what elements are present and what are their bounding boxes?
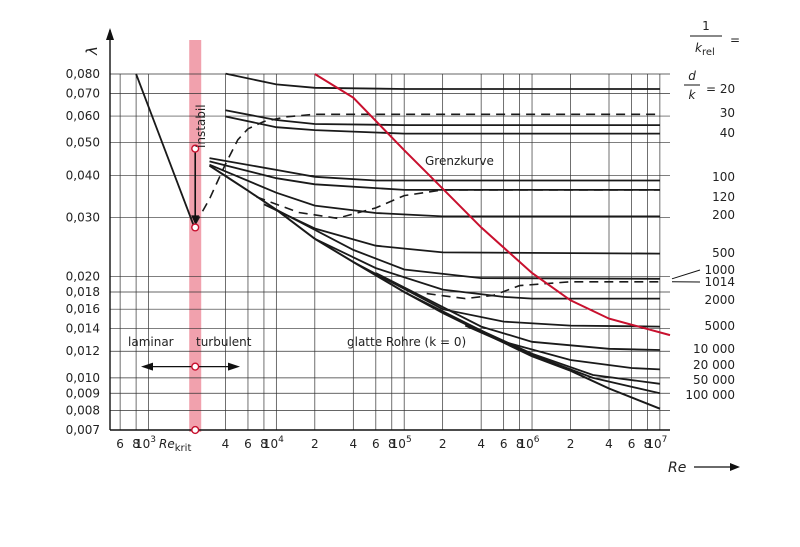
- x-tick-label: 107: [646, 435, 667, 451]
- y-tick-label: 0,060: [66, 109, 100, 123]
- turbulent-arrow-head: [228, 362, 240, 371]
- roughness-label: 1000: [704, 263, 735, 277]
- series-line-100: [209, 157, 660, 182]
- dashed-line: [194, 113, 660, 225]
- re-krit-band: [189, 40, 202, 432]
- series-line-1000: [275, 208, 660, 280]
- x-tick-label: 8: [260, 437, 268, 451]
- x-tick-label: 8: [516, 437, 524, 451]
- series-line-2000: [314, 237, 660, 300]
- x-tick-label: 8: [644, 437, 652, 451]
- x-tick-label: 106: [519, 435, 540, 451]
- y-tick-label: 0,070: [66, 87, 100, 101]
- leader-1000: [671, 269, 701, 280]
- dashed-line: [426, 281, 660, 300]
- roughness-label: 2000: [704, 293, 735, 307]
- roughness-label: 30: [720, 106, 735, 120]
- x-tick-label: 4: [222, 437, 230, 451]
- grenzkurve-label: Grenzkurve: [425, 154, 494, 168]
- series-line-20: [225, 72, 660, 90]
- roughness-label: 200: [712, 208, 735, 222]
- roughness-label: 120: [712, 190, 735, 204]
- y-tick-label: 0,007: [66, 423, 100, 437]
- dashed-line: [256, 189, 660, 220]
- y-tick-label: 0,020: [66, 270, 100, 284]
- dk-equals-20: = 20: [706, 82, 735, 96]
- roughness-label: 100: [712, 170, 735, 184]
- x-tick-label: 2: [311, 437, 319, 451]
- y-tick-label: 0,050: [66, 136, 100, 150]
- laminar-arrow-head: [141, 362, 153, 371]
- x-axis-arrow-head: [730, 463, 740, 471]
- series-line-30: [225, 109, 660, 126]
- x-tick-label: 6: [628, 437, 636, 451]
- x-tick-label: 105: [391, 435, 412, 451]
- header-denominator: krel: [695, 41, 715, 58]
- roughness-label: 1014: [704, 275, 735, 289]
- header-equals: =: [730, 33, 740, 47]
- instabil-label: instabil: [194, 104, 208, 148]
- smooth-label: glatte Rohre (k = 0): [347, 335, 466, 349]
- x-tick-label: 6: [244, 437, 252, 451]
- x-tick-label: 4: [349, 437, 357, 451]
- series-line-500: [263, 203, 660, 255]
- instabil-arrow-head: [191, 215, 200, 225]
- x-tick-label: 4: [605, 437, 613, 451]
- series-line-10000: [375, 272, 660, 351]
- series-line-100000: [464, 324, 661, 395]
- y-tick-label: 0,080: [66, 67, 100, 81]
- y-tick-label: 0,016: [66, 302, 100, 316]
- header-numerator: 1: [702, 19, 710, 33]
- y-tick-label: 0,018: [66, 285, 100, 299]
- re-krit-marker: [191, 425, 200, 435]
- roughness-label: 100 000: [685, 388, 735, 402]
- x-axis-label: Re: [668, 460, 686, 476]
- y-tick-label: 0,012: [66, 344, 100, 358]
- x-tick-label: 103: [135, 435, 156, 451]
- re-krit-marker: [191, 362, 200, 371]
- y-tick-label: 0,010: [66, 371, 100, 385]
- ticks: 0,080 0,070 0,060 0,050 0,040 0,030 0,0200,018…: [66, 19, 740, 471]
- re-krit-marker: [191, 144, 200, 153]
- y-tick-label: 0,030: [66, 210, 100, 224]
- dk-denominator: k: [689, 88, 697, 102]
- y-tick-label: 0,040: [66, 168, 100, 182]
- y-tick-label: 0,008: [66, 403, 100, 417]
- x-tick-label: 8: [132, 437, 140, 451]
- re-krit-label: Rekrit: [159, 437, 191, 454]
- x-tick-label: 2: [439, 437, 447, 451]
- roughness-label: 50 000: [693, 373, 735, 387]
- roughness-label: 5000: [704, 319, 735, 333]
- roughness-label: 10 000: [693, 342, 735, 356]
- y-tick-label: 0,014: [66, 322, 100, 336]
- laminar-line: [135, 73, 197, 230]
- turbulent-label: turbulent: [196, 335, 252, 349]
- x-tick-label: 2: [567, 437, 575, 451]
- roughness-label: 40: [720, 126, 735, 140]
- x-tick-label: 6: [116, 437, 124, 451]
- x-tick-label: 104: [263, 435, 284, 451]
- x-tick-label: 8: [388, 437, 396, 451]
- x-tick-label: 4: [477, 437, 485, 451]
- roughness-label: 500: [712, 246, 735, 260]
- curves: [135, 72, 671, 435]
- y-axis-arrow: [106, 28, 114, 40]
- dk-numerator: d: [688, 69, 696, 83]
- roughness-label: 20 000: [693, 358, 735, 372]
- y-tick-label: 0,009: [66, 386, 100, 400]
- y-axis-label: λ: [83, 46, 101, 56]
- laminar-label: laminar: [128, 335, 174, 349]
- re-krit-marker: [191, 223, 200, 232]
- series-line-5000: [352, 261, 660, 328]
- series-line-200: [209, 163, 660, 218]
- x-tick-label: 6: [372, 437, 380, 451]
- x-tick-label: 6: [500, 437, 508, 451]
- grenzkurve-line: [314, 73, 671, 337]
- series-line-50000: [442, 312, 661, 385]
